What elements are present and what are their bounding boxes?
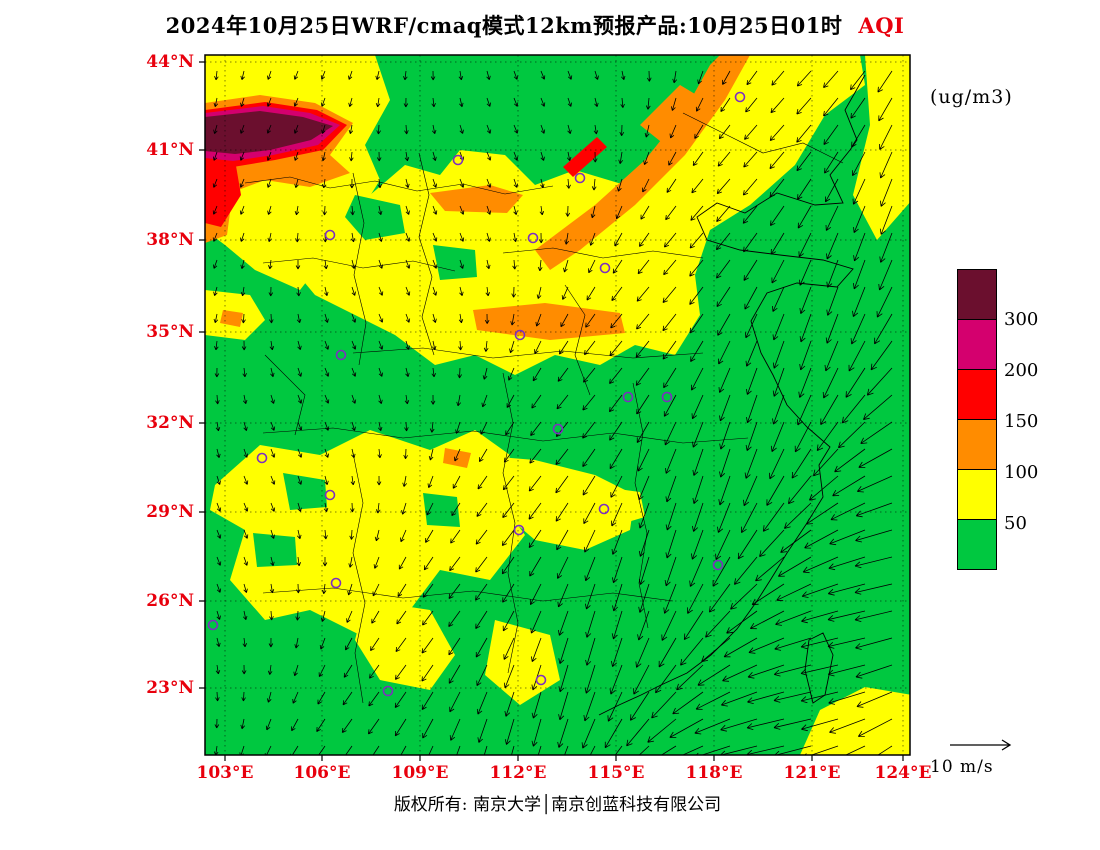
legend-cell [957, 519, 997, 570]
map-area [197, 47, 918, 769]
city-marker [330, 577, 342, 589]
city-marker [712, 559, 724, 571]
aqi-region-orange [473, 303, 625, 340]
copyright-text: 版权所有: 南京大学│南京创蓝科技有限公司 [393, 795, 722, 815]
aqi-region-orange [640, 85, 705, 145]
city-marker [598, 503, 610, 515]
city-marker [514, 329, 526, 341]
city-marker [599, 262, 611, 274]
units-label: (ug/m3) [930, 86, 1013, 108]
lon-tick-label: 109°E [391, 763, 449, 783]
legend-cell [957, 469, 997, 520]
aqi-region-yellow [290, 55, 865, 375]
forecast-map-canvas [199, 54, 911, 761]
aqi-region-green [433, 245, 477, 280]
legend-value-label: 150 [1004, 411, 1039, 432]
lat-tick-label: 23°N [146, 678, 194, 698]
legend-cell [957, 319, 997, 370]
city-marker [256, 452, 268, 464]
lon-tick-label: 112°E [489, 763, 547, 783]
aqi-region-green [253, 533, 297, 567]
city-marker [324, 489, 336, 501]
lat-tick-label: 41°N [146, 140, 194, 160]
city-marker [734, 91, 746, 103]
city-marker [452, 154, 464, 166]
legend-value-label: 50 [1004, 513, 1027, 534]
aqi-region-yellow [355, 600, 455, 690]
city-marker [382, 685, 394, 697]
lon-tick-label: 115°E [587, 763, 645, 783]
title-text: 2024年10月25日WRF/cmaq模式12km预报产品:10月25日01时 [165, 13, 843, 38]
aqi-region-orange [430, 185, 523, 213]
aqi-region-green [345, 195, 405, 240]
city-marker [324, 229, 336, 241]
city-marker [207, 619, 219, 631]
aqi-region-red [563, 137, 607, 177]
legend-value-label: 100 [1004, 462, 1039, 483]
color-legend [957, 269, 997, 570]
lat-tick-label: 44°N [146, 52, 194, 72]
legend-cell [957, 419, 997, 470]
lat-tick-label: 32°N [146, 413, 194, 433]
city-marker [335, 349, 347, 361]
city-marker [622, 391, 634, 403]
wind-scale-label: 10 m/s [930, 757, 994, 777]
aqi-region-yellow [475, 455, 635, 550]
wind-arrows [212, 70, 893, 755]
lat-tick-label: 26°N [146, 591, 194, 611]
legend-cell [957, 369, 997, 420]
lat-tick-label: 35°N [146, 322, 194, 342]
aqi-region-yellow [588, 485, 645, 527]
city-marker [552, 423, 564, 435]
province-boundaries [244, 112, 844, 704]
wind-scale-arrow [948, 736, 1020, 758]
title-variable-tag: AQI [858, 13, 905, 38]
lon-tick-label: 121°E [783, 763, 841, 783]
lon-tick-label: 124°E [874, 763, 932, 783]
aqi-region-red [205, 155, 241, 227]
aqi-region-yellow [853, 55, 910, 240]
graticule-lines [205, 55, 910, 755]
island-outline [844, 74, 866, 151]
legend-cell [957, 269, 997, 320]
aqi-region-green [423, 493, 460, 527]
lon-tick-label: 118°E [685, 763, 743, 783]
legend-value-label: 200 [1004, 360, 1039, 381]
legend-value-label: 300 [1004, 309, 1039, 330]
page-title: 2024年10月25日WRF/cmaq模式12km预报产品:10月25日01时 A… [75, 10, 995, 40]
city-marker [574, 172, 586, 184]
coastline [598, 149, 854, 716]
aqi-region-yellow [800, 687, 910, 755]
axis-ticks [199, 61, 904, 761]
map-frame [204, 54, 911, 756]
lon-tick-label: 106°E [293, 763, 351, 783]
lat-tick-label: 29°N [146, 502, 194, 522]
aqi-region-green [283, 473, 327, 510]
aqi-region-orange [220, 310, 243, 327]
city-marker [535, 674, 547, 686]
lat-tick-label: 38°N [146, 230, 194, 250]
city-marker [527, 232, 539, 244]
lon-tick-label: 103°E [196, 763, 254, 783]
aqi-region-orange [443, 448, 471, 468]
city-marker [513, 524, 525, 536]
city-marker [661, 391, 673, 403]
